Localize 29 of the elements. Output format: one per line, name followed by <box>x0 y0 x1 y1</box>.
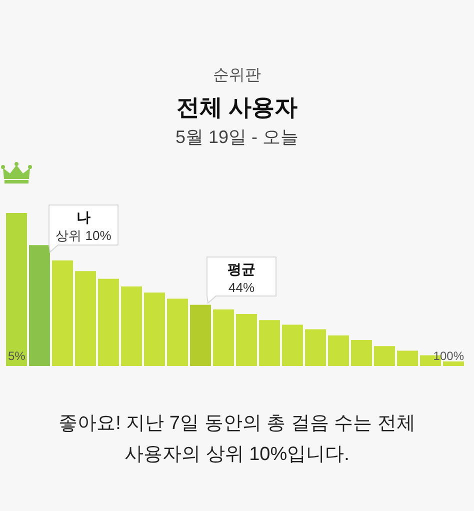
bar <box>282 324 303 366</box>
chart-subtitle: 5월 19일 - 오늘 <box>175 127 299 147</box>
bar <box>328 335 349 366</box>
x-tick-label: 100% <box>433 349 464 363</box>
bar <box>190 304 211 366</box>
bar <box>351 340 372 366</box>
bar <box>443 361 464 366</box>
annotation: 44% <box>228 280 255 295</box>
annotation: 상위 10% <box>56 228 112 243</box>
x-tick-label: 5% <box>8 349 26 363</box>
bar <box>305 329 326 366</box>
bar <box>259 320 280 366</box>
bar <box>144 292 165 366</box>
bar <box>29 245 50 366</box>
annotation: 평균 <box>228 261 256 277</box>
text: 순위판 <box>213 67 261 84</box>
bar <box>213 309 234 366</box>
bar <box>167 298 188 366</box>
bar <box>75 271 96 366</box>
bar <box>374 346 395 366</box>
bar <box>98 278 119 366</box>
bar <box>121 286 142 366</box>
bar <box>52 260 73 366</box>
chart-title: 전체 사용자 <box>176 94 298 120</box>
text: 좋아요! 지난 7일 동안의 총 걸음 수는 전체 사용자의 상위 10%입니다. <box>58 413 416 465</box>
annotation: 나 <box>76 209 90 225</box>
bar <box>236 314 257 366</box>
bar <box>6 213 27 366</box>
bar <box>397 350 418 366</box>
